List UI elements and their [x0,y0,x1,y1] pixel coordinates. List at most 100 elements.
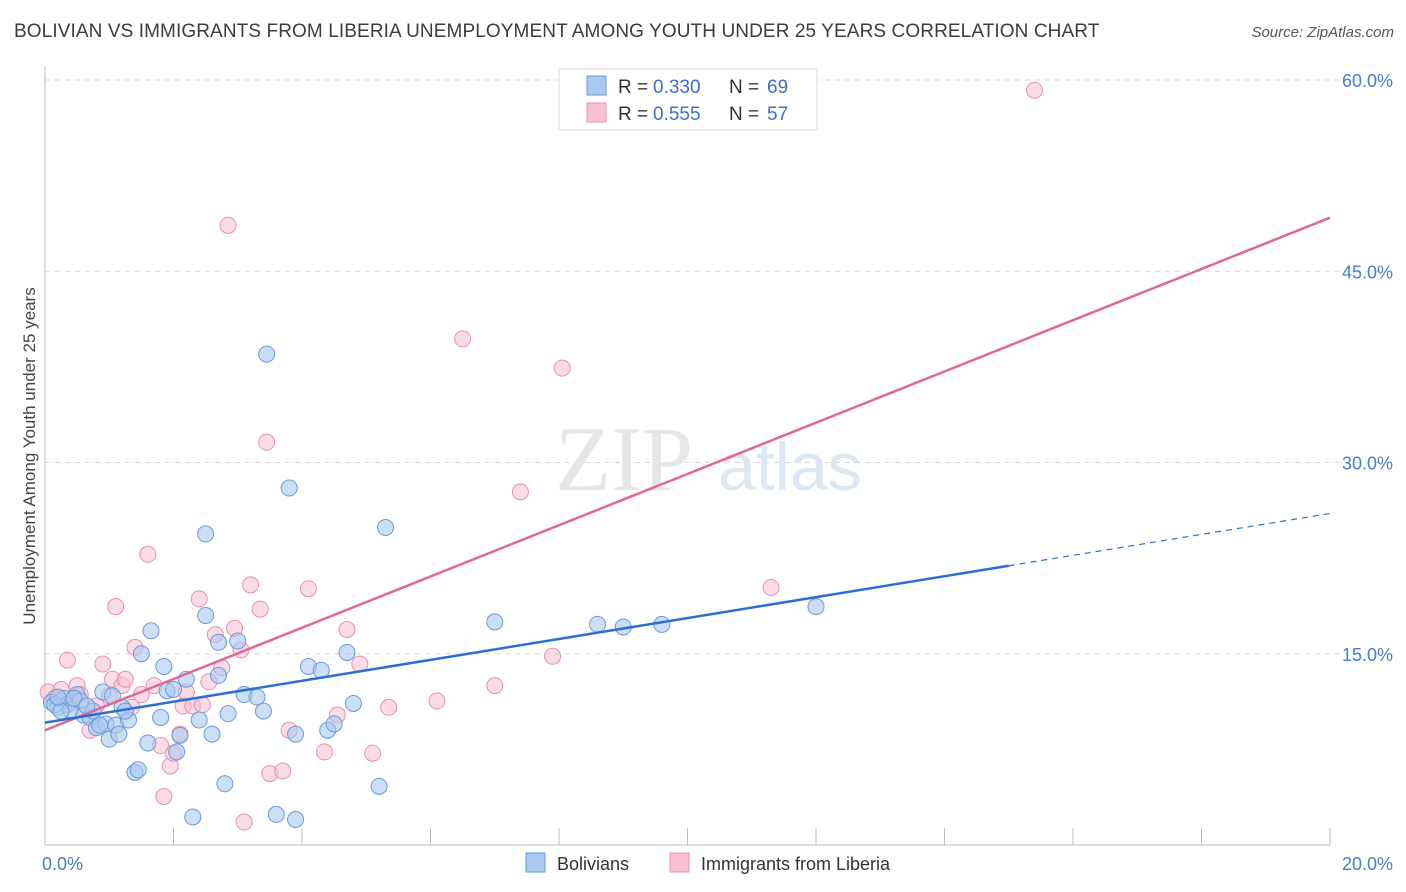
bolivian-point [807,598,825,616]
bolivian-point [142,622,160,640]
bolivian-point [280,479,298,497]
bottom-legend-liberia: Immigrants from Liberia [701,854,891,874]
liberia-point [242,576,260,594]
legend-n-value-2: 57 [767,104,788,125]
y-axis-label: Unemployment Among Youth under 25 years [20,287,39,624]
bolivian-point [190,711,208,729]
bolivian-point [258,345,276,363]
bolivian-point [589,615,607,633]
bolivian-point [254,702,272,720]
watermark-zip: ZIP [555,408,693,510]
tick-labels: 15.0% 30.0% 45.0% 60.0% 0.0% 20.0% [42,71,1393,874]
axes [44,66,1331,846]
bolivian-point [171,726,189,744]
legend-swatch-bolivians [586,75,607,96]
liberia-point [380,698,398,716]
chart-title: BOLIVIAN VS IMMIGRANTS FROM LIBERIA UNEM… [14,21,1100,42]
legend-r-label-2: R = [618,104,648,125]
bolivian-point [267,805,285,823]
liberia-point [364,744,382,762]
liberia-point [299,580,317,598]
bolivian-point [168,743,186,761]
liberia-point [486,677,504,695]
bolivian-point [370,777,388,795]
bolivian-point [184,808,202,826]
bottom-legend-swatch-liberia [669,852,690,873]
bolivian-point [377,519,395,537]
watermark-atlas: atlas [718,429,862,505]
liberia-trend-line [44,216,1331,732]
liberia-point [315,743,333,761]
liberia-point [274,762,292,780]
liberia-point [58,651,76,669]
bolivian-point [219,705,237,723]
legend-r-value-1: 0.330 [653,77,701,98]
trend-lines [44,216,1331,732]
legend-r-label-1: R = [618,77,648,98]
bolivian-point [197,607,215,624]
bolivian-point [287,811,305,828]
liberia-point [235,813,253,831]
bolivian-points [42,345,825,828]
liberia-point [762,578,780,596]
watermark: ZIP atlas [555,408,862,510]
bolivian-point [110,725,128,743]
bolivian-point [91,716,109,734]
liberia-point [107,598,125,616]
bolivian-point [287,725,305,743]
series-legend: Bolivians Immigrants from Liberia [525,852,891,874]
legend-swatch-liberia [586,102,607,123]
bolivian-point [209,633,227,651]
gridlines [45,79,1393,655]
bolivian-trend-extension [1008,512,1331,567]
bolivian-point [653,615,671,633]
liberia-point [258,433,276,451]
x-tick-label: 0.0% [42,854,83,874]
liberia-point [190,590,208,608]
bolivian-point [139,734,157,752]
liberia-point [116,670,134,688]
y-tick-label: 45.0% [1342,262,1393,282]
liberia-point [428,692,446,710]
legend-n-value-1: 69 [767,77,788,98]
legend-n-label-2: N = [729,104,759,125]
bolivian-point [486,613,504,631]
bottom-legend-swatch-bolivians [525,852,546,873]
liberia-point [1025,81,1043,99]
y-tick-label: 60.0% [1342,71,1393,91]
liberia-point [251,600,269,618]
legend-n-label-1: N = [729,77,759,98]
bottom-legend-bolivians: Bolivians [557,854,629,874]
liberia-point [139,545,157,563]
x-tick-label: 20.0% [1342,854,1393,874]
bolivian-trend-line [44,564,1009,724]
bolivian-point [52,702,70,720]
bolivian-point [209,666,227,684]
liberia-point [511,483,529,501]
bolivian-point [203,725,221,743]
bolivian-point [132,645,150,663]
y-tick-label: 15.0% [1342,645,1393,665]
bolivian-point [49,688,67,706]
liberia-point [553,359,571,377]
bolivian-point [155,658,173,675]
bolivian-point [165,680,182,698]
legend-r-value-2: 0.555 [653,104,701,125]
liberia-point [338,621,356,639]
liberia-point [544,647,562,665]
bolivian-point [338,643,356,661]
chart-source: Source: ZipAtlas.com [1251,24,1394,41]
bolivian-point [197,525,215,543]
bolivian-point [344,694,362,712]
liberia-point [94,655,112,673]
liberia-points [39,81,1043,831]
liberia-point [219,216,237,234]
bolivian-point [229,632,247,650]
bolivian-point [152,709,170,726]
bolivian-point [325,715,343,733]
liberia-point [454,330,472,348]
y-tick-label: 30.0% [1342,454,1393,474]
liberia-point [155,788,173,806]
correlation-legend: R = 0.330 N = 69 R = 0.555 N = 57 [558,68,818,131]
